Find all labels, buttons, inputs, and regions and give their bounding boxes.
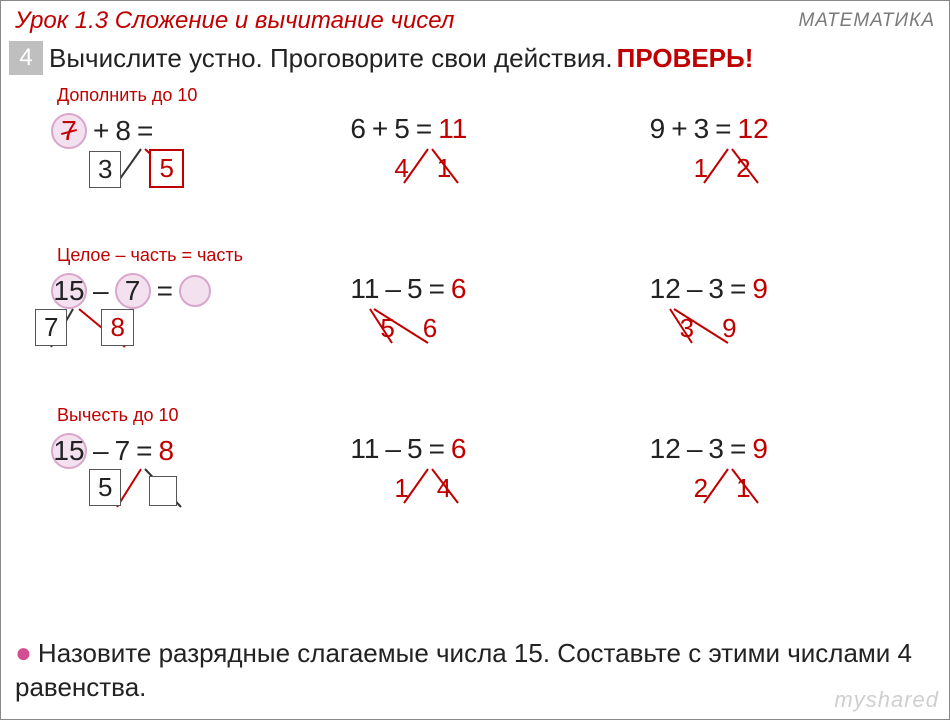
problem-2-1: 15 – 7 = 7 8 bbox=[51, 273, 350, 309]
split-box: 8 bbox=[101, 309, 133, 346]
a: 12 bbox=[650, 433, 681, 465]
b: 3 bbox=[708, 433, 724, 465]
answer: 9 bbox=[752, 273, 768, 305]
problem-3-3: 12 – 3 = 9 2 1 bbox=[650, 433, 949, 469]
row-3: 15 – 7 = 8 5 11 – bbox=[1, 433, 949, 469]
eq: = bbox=[429, 433, 445, 465]
empty-box bbox=[149, 476, 177, 506]
eq: = bbox=[416, 113, 432, 145]
problem-2-3: 12 – 3 = 9 3 9 bbox=[650, 273, 949, 309]
bottom-text: ●Назовите разрядные слагаемые числа 15. … bbox=[15, 635, 935, 705]
op: – bbox=[687, 273, 703, 305]
problem-3-2: 11 – 5 = 6 1 4 bbox=[350, 433, 649, 469]
empty-circle bbox=[179, 275, 211, 307]
split-val: 2 bbox=[694, 473, 708, 504]
op: + bbox=[93, 115, 109, 147]
split-val: 3 bbox=[680, 313, 694, 344]
split-val: 2 bbox=[736, 153, 750, 184]
slide: Урок 1.3 Сложение и вычитание чисел МАТЕ… bbox=[0, 0, 950, 720]
a: 9 bbox=[650, 113, 666, 145]
answer: 11 bbox=[438, 113, 467, 145]
answer: 9 bbox=[752, 433, 768, 465]
answer: 8 bbox=[159, 435, 175, 467]
task-number: 4 bbox=[9, 41, 43, 75]
bottom-paragraph: Назовите разрядные слагаемые числа 15. С… bbox=[15, 638, 912, 702]
split-val: 6 bbox=[423, 313, 437, 344]
a: 6 bbox=[350, 113, 366, 145]
op: + bbox=[671, 113, 687, 145]
op: – bbox=[93, 435, 109, 467]
circled-7: 7 bbox=[115, 273, 151, 309]
row-1: 7 + 8 = 3 5 6 + 5 = bbox=[1, 113, 949, 149]
hint-1: Дополнить до 10 bbox=[57, 85, 197, 106]
header: Урок 1.3 Сложение и вычитание чисел МАТЕ… bbox=[1, 1, 949, 37]
problem-3-1: 15 – 7 = 8 5 bbox=[51, 433, 350, 469]
problem-1-2: 6 + 5 = 11 4 1 bbox=[350, 113, 649, 149]
circled-struck-7: 7 bbox=[51, 113, 87, 149]
subject-label: МАТЕМАТИКА bbox=[798, 10, 935, 32]
circled-15: 15 bbox=[51, 433, 87, 469]
a: 11 bbox=[350, 433, 379, 465]
b: 3 bbox=[694, 113, 710, 145]
eq: = bbox=[429, 273, 445, 305]
problem-1-1: 7 + 8 = 3 5 bbox=[51, 113, 350, 149]
op: – bbox=[93, 275, 109, 307]
hint-3: Вычесть до 10 bbox=[57, 405, 179, 426]
split-val: 4 bbox=[437, 473, 451, 504]
split-box: 3 bbox=[89, 151, 121, 188]
b: 5 bbox=[394, 113, 410, 145]
eq: = bbox=[157, 275, 173, 307]
answer: 6 bbox=[451, 433, 467, 465]
op: – bbox=[385, 273, 401, 305]
row-2: 15 – 7 = 7 8 11 – bbox=[1, 273, 949, 309]
answer: 12 bbox=[738, 113, 769, 145]
split-val: 1 bbox=[736, 473, 750, 504]
answer: 6 bbox=[451, 273, 467, 305]
b: 7 bbox=[115, 435, 131, 467]
eq: = bbox=[136, 435, 152, 467]
b: 8 bbox=[115, 115, 131, 147]
split-val: 5 bbox=[380, 313, 394, 344]
problem-1-3: 9 + 3 = 12 1 2 bbox=[650, 113, 949, 149]
bullet-icon: ● bbox=[15, 637, 32, 668]
lesson-title: Урок 1.3 Сложение и вычитание чисел bbox=[15, 7, 454, 35]
split-val: 1 bbox=[437, 153, 451, 184]
a: 12 bbox=[650, 273, 681, 305]
split-val: 4 bbox=[394, 153, 408, 184]
check-label: ПРОВЕРЬ! bbox=[617, 43, 754, 74]
task-text: Вычислите устно. Проговорите свои действ… bbox=[49, 43, 613, 74]
watermark: myshared bbox=[834, 687, 939, 713]
problem-2-2: 11 – 5 = 6 5 6 bbox=[350, 273, 649, 309]
op: + bbox=[372, 113, 388, 145]
b: 3 bbox=[708, 273, 724, 305]
split-box: 7 bbox=[35, 309, 67, 346]
eq: = bbox=[730, 273, 746, 305]
b: 5 bbox=[407, 433, 423, 465]
task-line: 4 Вычислите устно. Проговорите свои дейс… bbox=[1, 37, 949, 75]
eq: = bbox=[715, 113, 731, 145]
b: 5 bbox=[407, 273, 423, 305]
eq: = bbox=[730, 433, 746, 465]
eq: = bbox=[137, 115, 153, 147]
op: – bbox=[687, 433, 703, 465]
op: – bbox=[385, 433, 401, 465]
hint-2: Целое – часть = часть bbox=[57, 245, 243, 266]
split-val: 1 bbox=[394, 473, 408, 504]
split-box: 5 bbox=[89, 469, 121, 506]
a: 11 bbox=[350, 273, 379, 305]
split-val: 9 bbox=[722, 313, 736, 344]
circled-15: 15 bbox=[51, 273, 87, 309]
split-box-red: 5 bbox=[149, 149, 183, 188]
split-val: 1 bbox=[694, 153, 708, 184]
